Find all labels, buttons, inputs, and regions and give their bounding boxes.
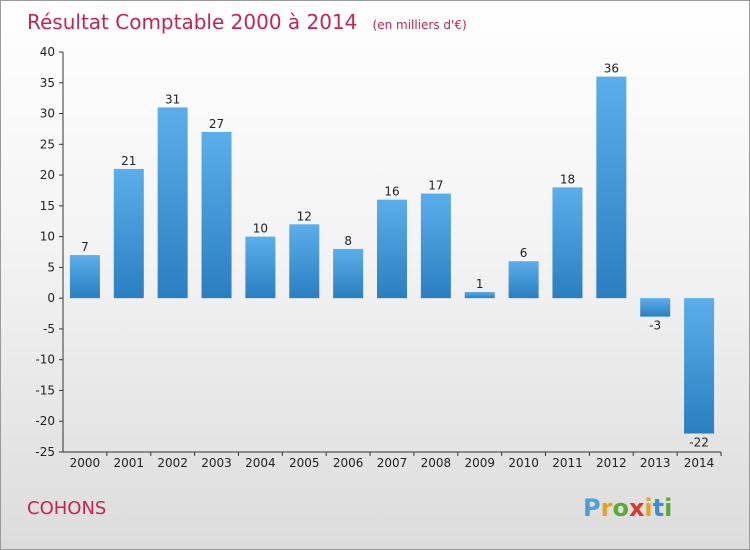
x-tick-label: 2005 bbox=[289, 456, 320, 470]
x-tick-label: 2010 bbox=[508, 456, 539, 470]
bar-2012 bbox=[596, 76, 627, 299]
y-tick-label: 35 bbox=[40, 76, 55, 90]
y-tick-label: 0 bbox=[47, 291, 55, 305]
proxiti-logo: Proxiti bbox=[583, 494, 672, 522]
bar-2010 bbox=[508, 261, 539, 299]
logo-letter: i bbox=[664, 494, 672, 522]
bar-2000 bbox=[69, 255, 100, 299]
bar-2006 bbox=[333, 248, 364, 299]
y-tick-label: 30 bbox=[40, 107, 55, 121]
bar-2001 bbox=[113, 168, 144, 299]
x-tick-label: 2008 bbox=[421, 456, 452, 470]
x-tick-label: 2000 bbox=[70, 456, 101, 470]
y-tick-label: 25 bbox=[40, 137, 55, 151]
logo-letter: t bbox=[653, 494, 664, 522]
x-tick-label: 2009 bbox=[464, 456, 495, 470]
data-label-2010: 6 bbox=[520, 246, 528, 260]
logo-letter: o bbox=[612, 494, 629, 522]
bar-2009 bbox=[464, 292, 495, 299]
bar-2013 bbox=[640, 298, 671, 317]
x-tick-label: 2006 bbox=[333, 456, 364, 470]
data-label-2007: 16 bbox=[384, 185, 399, 199]
x-tick-label: 2004 bbox=[245, 456, 276, 470]
y-tick-label: -10 bbox=[35, 353, 55, 367]
x-tick-label: 2001 bbox=[114, 456, 145, 470]
data-label-2011: 18 bbox=[560, 172, 575, 186]
town-name: COHONS bbox=[27, 498, 106, 519]
data-label-2009: 1 bbox=[476, 277, 484, 291]
bar-2003 bbox=[201, 132, 232, 299]
bar-2005 bbox=[289, 224, 320, 299]
y-tick-label: 10 bbox=[40, 230, 55, 244]
data-label-2012: 36 bbox=[604, 62, 619, 76]
y-tick-label: 15 bbox=[40, 199, 55, 213]
x-tick-label: 2007 bbox=[377, 456, 408, 470]
logo-letter: x bbox=[629, 494, 645, 522]
logo-letter: i bbox=[644, 494, 652, 522]
y-tick-label: -25 bbox=[35, 445, 55, 459]
bar-2008 bbox=[420, 193, 451, 299]
bar-2011 bbox=[552, 187, 583, 299]
data-label-2006: 8 bbox=[344, 234, 352, 248]
x-tick-label: 2011 bbox=[552, 456, 583, 470]
x-tick-label: 2012 bbox=[596, 456, 627, 470]
bar-2007 bbox=[377, 199, 407, 299]
data-label-2002: 31 bbox=[165, 92, 180, 106]
chart-title-unit: (en milliers d'€) bbox=[373, 18, 467, 32]
axes: 40 35 30 25 20 15 10 5 0 -5 -10 -15 -20 -25 2000 2001 20… bbox=[35, 45, 722, 470]
data-label-2001: 21 bbox=[121, 154, 136, 168]
logo-letter: r bbox=[601, 494, 613, 522]
x-tick-label: 2003 bbox=[201, 456, 232, 470]
bar-2002 bbox=[157, 107, 188, 299]
y-tick-label: -15 bbox=[35, 383, 55, 397]
data-label-2004: 10 bbox=[253, 222, 268, 236]
x-tick-label: 2013 bbox=[640, 456, 671, 470]
y-tick-label: -5 bbox=[43, 322, 55, 336]
x-tick-label: 2014 bbox=[684, 456, 715, 470]
data-label-2005: 12 bbox=[297, 209, 312, 223]
y-tick-label: 5 bbox=[47, 260, 55, 274]
bar-2014 bbox=[684, 298, 715, 434]
y-tick-label: -20 bbox=[35, 414, 55, 428]
chart-title: Résultat Comptable 2000 à 2014 (en milli… bbox=[27, 10, 467, 34]
y-tick-label: 40 bbox=[40, 45, 55, 59]
x-tick-label: 2002 bbox=[157, 456, 188, 470]
chart-title-main: Résultat Comptable 2000 à 2014 bbox=[27, 10, 357, 34]
data-label-2008: 17 bbox=[428, 179, 443, 193]
bar-2004 bbox=[245, 236, 276, 299]
y-tick-label: 20 bbox=[40, 168, 55, 182]
data-label-2014: -22 bbox=[689, 436, 709, 450]
data-label-2000: 7 bbox=[81, 240, 89, 254]
logo-letter: P bbox=[583, 494, 601, 522]
data-label-2013: -3 bbox=[649, 319, 661, 333]
data-label-2003: 27 bbox=[209, 117, 224, 131]
